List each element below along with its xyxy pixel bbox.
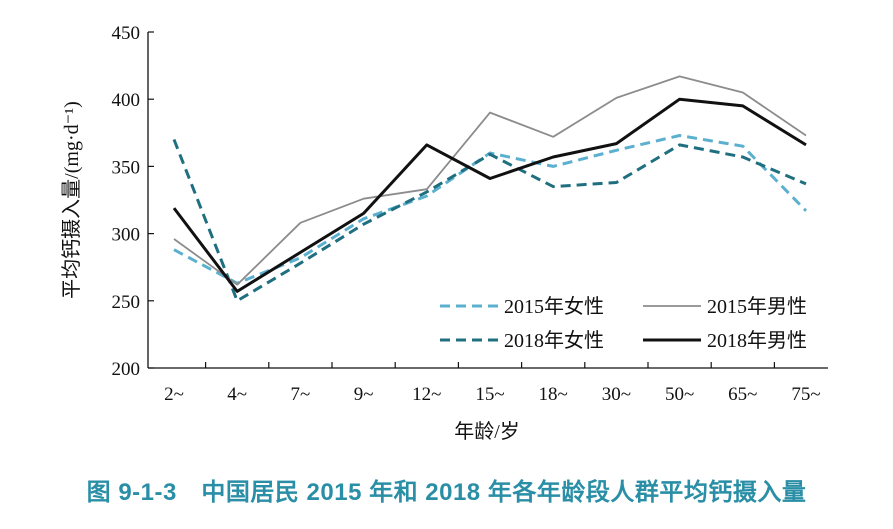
x-tick-label: 2~ <box>164 384 184 405</box>
y-tick-label: 250 <box>112 292 141 313</box>
x-tick-label: 4~ <box>227 384 247 405</box>
x-tick-label: 18~ <box>539 384 568 405</box>
x-tick-label: 12~ <box>412 384 441 405</box>
legend: 2015年女性 2015年男性 2018年女性 2018年男性 <box>440 295 807 352</box>
y-tick-label: 350 <box>112 157 141 178</box>
legend-label: 2018年男性 <box>707 329 807 352</box>
y-tick-label: 450 <box>112 23 141 44</box>
series-layer <box>172 75 808 303</box>
legend-label: 2015年男性 <box>707 295 807 318</box>
figure-caption: 图 9-1-3 中国居民 2015 年和 2018 年各年龄段人群平均钙摄入量 <box>86 479 807 506</box>
y-tick-label: 200 <box>112 359 141 380</box>
legend-label: 2018年女性 <box>504 329 604 352</box>
y-tick-label: 300 <box>112 225 141 246</box>
series-line-3 <box>172 138 807 303</box>
series-line-1 <box>173 134 808 285</box>
x-tick-label: 30~ <box>602 384 631 405</box>
series-line-4 <box>172 97 807 293</box>
x-axis-title: 年龄/岁 <box>454 420 520 443</box>
line-chart: 200 250 300 350 400 450 2~ 4~ 7~ 9~ 12~ 15~ 18~ 30~ 50… <box>60 23 828 443</box>
x-tick-label: 65~ <box>728 384 757 405</box>
y-tick-label: 400 <box>112 90 141 111</box>
x-tick-label: 9~ <box>354 384 374 405</box>
x-tick-label: 50~ <box>665 384 694 405</box>
x-tick-label: 75~ <box>791 384 820 405</box>
axes: 200 250 300 350 400 450 2~ 4~ 7~ 9~ 12~ 15~ 18~ 30~ 50… <box>112 23 828 405</box>
legend-label: 2015年女性 <box>504 295 604 318</box>
x-tick-label: 15~ <box>475 384 504 405</box>
y-axis-title: 平均钙摄入量/(mg·d⁻¹) <box>60 101 83 299</box>
x-tick-label: 7~ <box>291 384 311 405</box>
series-line-2 <box>173 75 807 286</box>
